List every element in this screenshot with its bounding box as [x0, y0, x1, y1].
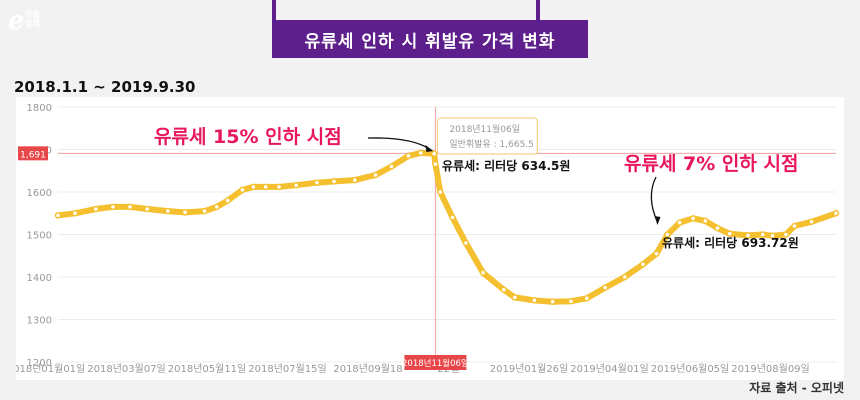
x-tick-label: 2018년09월18 [333, 363, 402, 375]
logo-letter: e [8, 6, 25, 36]
data-point [292, 181, 300, 189]
data-point [832, 210, 840, 217]
data-point [621, 273, 628, 281]
chart-panel: 12001300140015001600170018002018년01월01일2… [16, 97, 844, 380]
data-point [351, 176, 359, 184]
data-point [639, 261, 647, 268]
x-tick-label: 2018년05월11일 [168, 363, 247, 375]
data-point [676, 219, 683, 226]
y-tick-label: 1400 [27, 273, 52, 284]
logo-text-2: 경제 [25, 19, 40, 28]
data-point [250, 183, 257, 191]
series-line [55, 149, 839, 305]
y-tick-label: 1500 [27, 231, 52, 242]
data-point [224, 197, 232, 204]
brand-logo: e 위클 경제 [8, 6, 42, 40]
data-point [744, 232, 752, 239]
crosshair-y-label: 1,691 [20, 150, 46, 160]
data-point [726, 230, 733, 237]
tooltip-box [436, 117, 538, 155]
data-point [791, 222, 798, 230]
data-point [759, 231, 766, 238]
source-credit: 자료 출처 - 오피넷 [749, 381, 844, 395]
data-point [239, 186, 246, 194]
data-point [479, 269, 487, 276]
tooltip-value: 일반휘발유 : 1,665.5 [449, 139, 534, 150]
data-point [330, 178, 338, 185]
data-point [432, 160, 439, 168]
data-point [549, 298, 556, 305]
y-tick-label: 1300 [27, 316, 52, 327]
annotation-7pct: 유류세 7% 인하 시점 [624, 153, 798, 175]
annotation-tax-634: 유류세: 리터당 634.5원 [442, 158, 570, 173]
x-tick-label: 2019년08월09일 [731, 363, 810, 375]
annotation-tax-693: 유류세: 리터당 693.72원 [662, 235, 799, 250]
logo-text: 위클 경제 [25, 10, 40, 28]
data-point [275, 183, 283, 191]
arrow-15pct [367, 137, 430, 150]
y-tick-label: 1800 [27, 103, 52, 114]
data-point [92, 205, 100, 213]
y-tick-label: 1600 [27, 188, 52, 199]
x-tick-label: 2018년07월15일 [248, 363, 327, 375]
data-point [181, 209, 189, 216]
date-range: 2018.1.1 ~ 2019.9.30 [14, 78, 196, 96]
tooltip-date: 2018년11월06일 [449, 123, 520, 135]
data-point [388, 163, 395, 170]
data-point [437, 188, 444, 196]
annotation-15pct: 유류세 15% 인하 시점 [154, 126, 342, 148]
data-point [583, 295, 591, 302]
data-point [405, 152, 412, 160]
data-point [531, 297, 538, 304]
data-point [143, 205, 151, 213]
data-point [126, 203, 134, 211]
data-point [449, 214, 456, 221]
x-tick-label: 2019년04월01일 [570, 363, 649, 375]
x-tick-label: 2018년01월01일 [16, 363, 85, 375]
data-point [511, 294, 519, 301]
data-point [808, 218, 815, 225]
title-hanger-right [536, 0, 540, 20]
x-tick-label: 2019년06월05일 [651, 363, 730, 375]
arrowhead-7pct [654, 216, 661, 225]
data-point [653, 250, 660, 257]
data-point [164, 207, 172, 215]
data-point [714, 224, 721, 232]
data-point [313, 179, 321, 186]
title-banner: 유류세 인하 시 휘발유 가격 변화 [272, 0, 588, 58]
crosshair-x-badge [404, 355, 467, 370]
arrow-7pct [650, 176, 659, 223]
data-point [782, 231, 790, 238]
data-point [213, 203, 221, 211]
data-point [702, 217, 709, 225]
data-point [71, 210, 79, 217]
data-point [430, 150, 438, 157]
data-point [500, 286, 508, 293]
arrowhead-15pct [425, 145, 434, 152]
data-point [109, 203, 117, 211]
logo-text-1: 위클 [25, 10, 40, 19]
data-point [201, 207, 208, 215]
data-point [417, 149, 424, 157]
data-point [262, 183, 269, 191]
price-chart: 12001300140015001600170018002018년01월01일2… [16, 103, 840, 375]
x-tick-label: 2019년01월26일 [490, 363, 569, 375]
crosshair-y-badge [18, 146, 48, 161]
data-point [372, 171, 379, 179]
y-tick-label: 1200 [27, 358, 52, 369]
data-point [664, 231, 671, 238]
data-point [462, 239, 470, 247]
data-point [567, 297, 575, 305]
title-hanger-left [272, 0, 276, 20]
page-title: 유류세 인하 시 휘발유 가격 변화 [272, 20, 588, 58]
crosshair-x-label: 2018년11월06일 [402, 358, 469, 369]
data-point [54, 212, 62, 219]
data-point [601, 284, 609, 291]
x-tick-label: 2018년03월07일 [87, 363, 166, 375]
data-point [689, 215, 697, 222]
data-point [769, 232, 776, 240]
